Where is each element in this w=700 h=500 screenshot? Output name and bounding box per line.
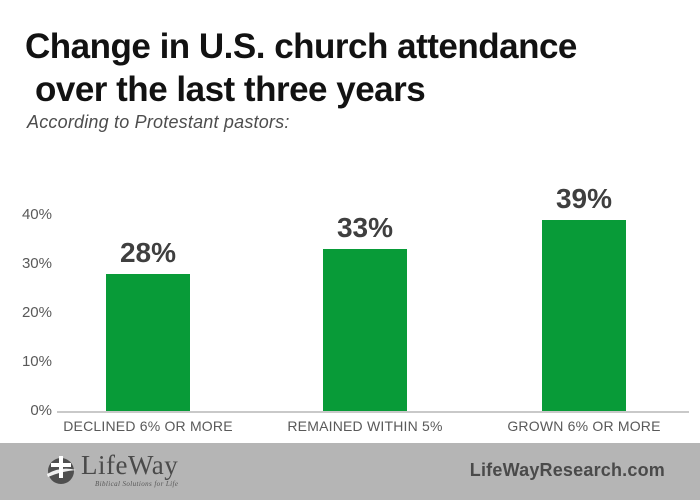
page-subtitle: According to Protestant pastors: (27, 112, 290, 132)
y-axis-tick-label: 20% (21, 304, 52, 321)
lifeway-globe-cross-icon (47, 456, 76, 484)
bar-3 (542, 219, 626, 411)
footer-bar: LifeWay Biblical Solutions for Life Life… (0, 443, 700, 500)
bar-value-label: 39% (555, 182, 613, 214)
y-axis-tick-label: 0% (30, 402, 52, 419)
research-site-url: LifeWayResearch.com (469, 460, 665, 480)
y-axis-tick-label: 10% (21, 353, 52, 370)
bar-value-label: 28% (119, 236, 177, 268)
bar-value-label: 33% (336, 212, 394, 244)
lifeway-logo-text-block: LifeWay Biblical Solutions for Life (81, 450, 179, 489)
bar-chart: 0% 10% 20% 30% 40% 28% 33% 39% DECLINED 6% OR … (21, 182, 689, 434)
x-axis-category-label: REMAINED WITHIN 5% (287, 418, 443, 434)
x-axis-category-label: GROWN 6% OR MORE (507, 418, 661, 434)
page-title-line1: Change in U.S. church attendance (25, 27, 577, 66)
y-axis-tick-label: 30% (21, 255, 52, 272)
lifeway-logo-tagline: Biblical Solutions for Life (95, 480, 179, 488)
lifeway-logo: LifeWay Biblical Solutions for Life (45, 452, 178, 488)
lifeway-logo-wordmark: LifeWay (81, 450, 179, 480)
page-title: Change in U.S. church attendance over th… (25, 25, 577, 111)
x-axis-line (57, 411, 689, 413)
x-axis-category-label: DECLINED 6% OR MORE (63, 418, 233, 434)
y-axis-tick-label: 40% (21, 206, 52, 223)
bar-1 (106, 273, 190, 411)
page-title-line2: over the last three years (35, 70, 426, 109)
bar-2 (323, 249, 407, 411)
